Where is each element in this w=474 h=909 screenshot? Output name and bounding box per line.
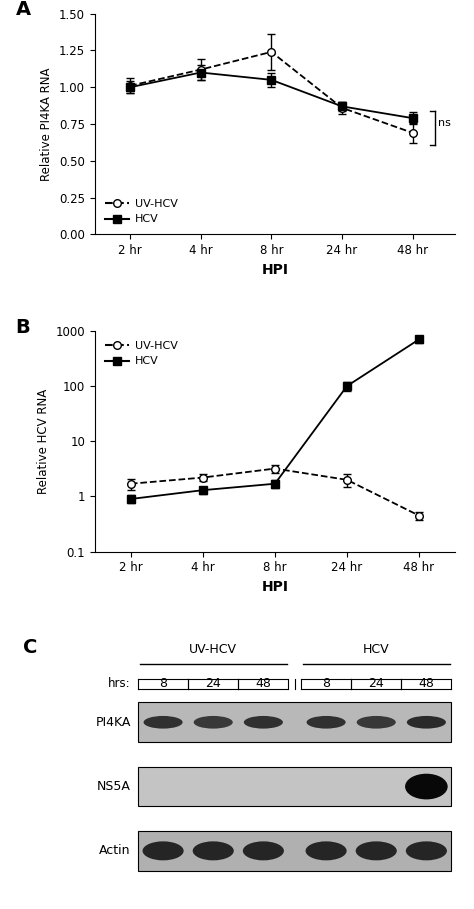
X-axis label: HPI: HPI xyxy=(262,263,288,276)
Text: 8: 8 xyxy=(322,677,330,691)
Bar xyxy=(138,703,451,742)
Text: 24: 24 xyxy=(205,677,221,691)
Y-axis label: Relative PI4KA RNA: Relative PI4KA RNA xyxy=(40,67,54,181)
Text: Actin: Actin xyxy=(100,844,131,857)
Ellipse shape xyxy=(243,842,284,860)
Text: PI4KA: PI4KA xyxy=(95,715,131,729)
X-axis label: HPI: HPI xyxy=(262,580,288,594)
Text: ns: ns xyxy=(438,117,451,127)
Bar xyxy=(138,831,451,871)
Y-axis label: Relative HCV RNA: Relative HCV RNA xyxy=(37,389,50,494)
Ellipse shape xyxy=(307,844,346,857)
Ellipse shape xyxy=(405,774,447,799)
Text: B: B xyxy=(16,317,30,336)
Ellipse shape xyxy=(144,716,182,729)
Text: A: A xyxy=(16,0,31,19)
Text: UV-HCV: UV-HCV xyxy=(189,643,237,655)
Ellipse shape xyxy=(194,716,233,729)
Text: 48: 48 xyxy=(419,677,434,691)
Ellipse shape xyxy=(192,842,234,860)
Ellipse shape xyxy=(244,844,283,857)
Text: 8: 8 xyxy=(159,677,167,691)
Text: C: C xyxy=(23,638,37,657)
Ellipse shape xyxy=(407,716,446,729)
Ellipse shape xyxy=(357,844,396,857)
Ellipse shape xyxy=(407,780,446,793)
Ellipse shape xyxy=(406,842,447,860)
Text: 48: 48 xyxy=(255,677,271,691)
Legend: UV-HCV, HCV: UV-HCV, HCV xyxy=(100,336,182,371)
Ellipse shape xyxy=(143,842,183,860)
Ellipse shape xyxy=(307,716,346,729)
Text: NS5A: NS5A xyxy=(97,780,131,793)
Ellipse shape xyxy=(356,842,397,860)
Legend: UV-HCV, HCV: UV-HCV, HCV xyxy=(100,195,182,229)
Text: HCV: HCV xyxy=(363,643,390,655)
Ellipse shape xyxy=(194,844,233,857)
Text: 24: 24 xyxy=(368,677,384,691)
Ellipse shape xyxy=(357,716,396,729)
Ellipse shape xyxy=(144,844,182,857)
Ellipse shape xyxy=(244,716,283,729)
Text: hrs:: hrs: xyxy=(108,677,131,691)
Ellipse shape xyxy=(306,842,346,860)
Ellipse shape xyxy=(407,844,446,857)
Bar xyxy=(138,767,451,806)
